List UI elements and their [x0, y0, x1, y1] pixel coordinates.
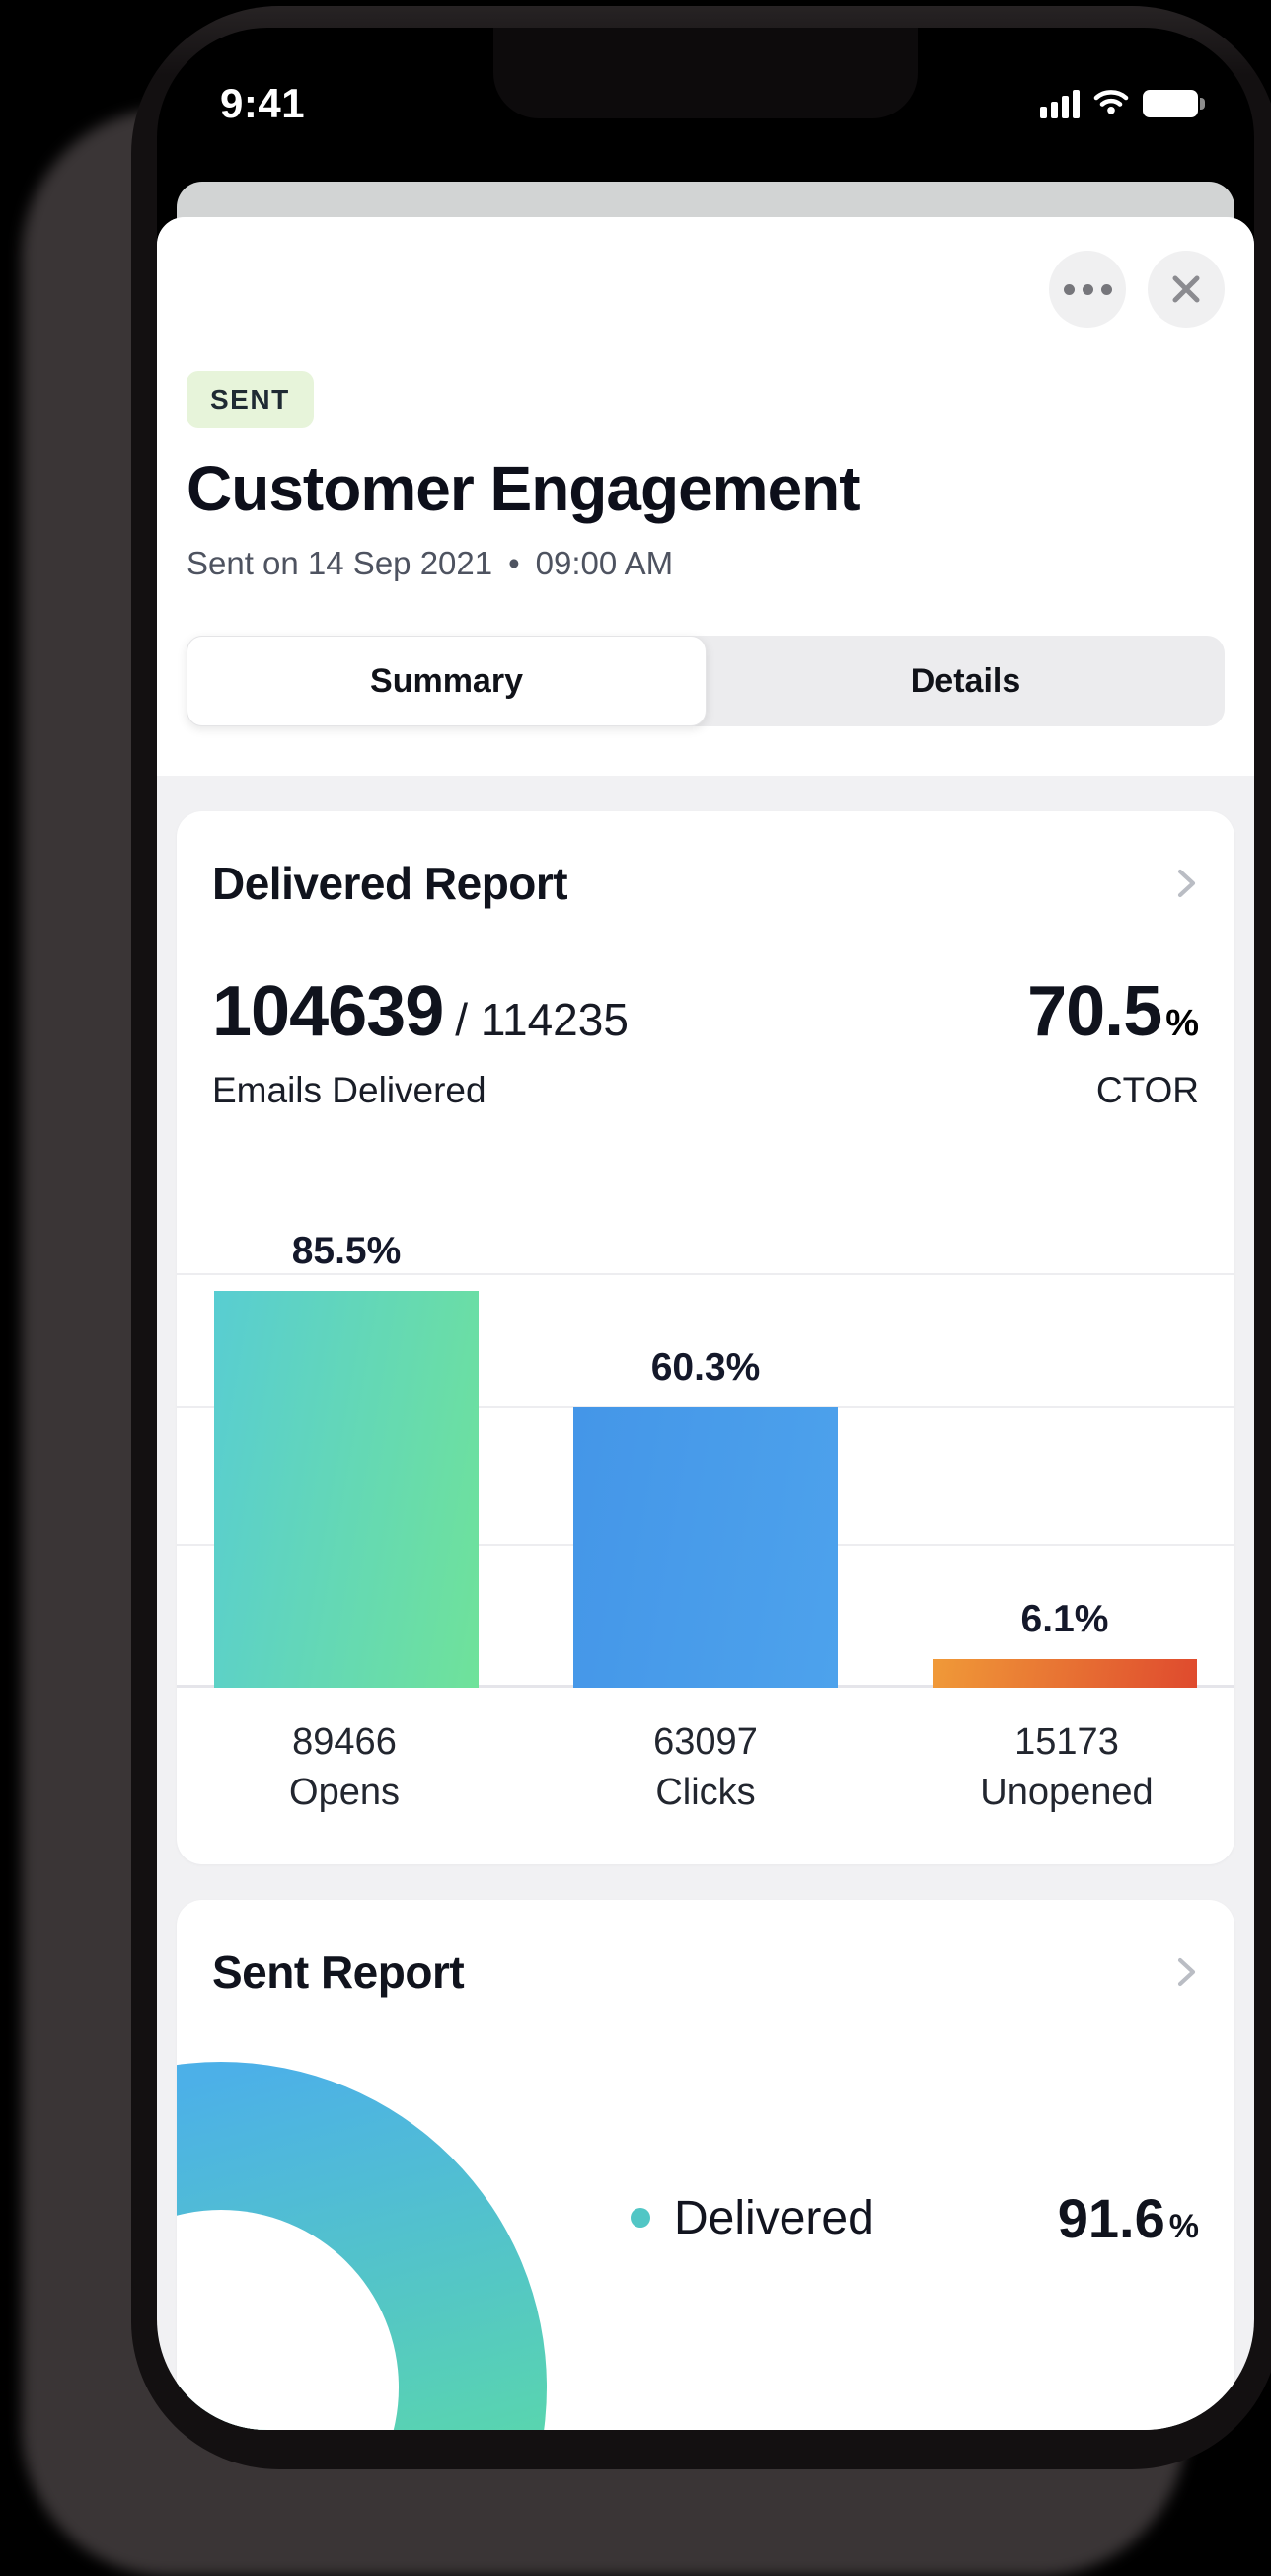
- x-label-clicks: 63097 Clicks: [653, 1721, 758, 1814]
- legend-label: Delivered: [674, 2191, 874, 2244]
- status-time: 9:41: [220, 80, 306, 126]
- engagement-bar-chart: 85.5% 60.3% 6.1%: [177, 1214, 1234, 1688]
- ctor-value: 70.5: [1027, 972, 1162, 1051]
- bar-chart-x-labels: 89466 Opens 63097 Clicks 15173 Unopened: [212, 1717, 1199, 1819]
- cellular-signal-icon: [1040, 89, 1080, 118]
- phone-frame: 9:41: [131, 6, 1271, 2469]
- battery-icon: [1143, 90, 1205, 117]
- bar-clicks: [573, 1407, 838, 1688]
- bar-column-opens: 85.5%: [214, 1214, 479, 1688]
- wifi-icon: [1093, 88, 1129, 119]
- bar-column-clicks: 60.3%: [573, 1214, 838, 1688]
- donut-legend-row: Delivered 91.6 %: [212, 2186, 1199, 2250]
- legend-dot: [631, 2208, 650, 2229]
- bar-value-label: 85.5%: [291, 1229, 402, 1272]
- delivered-report-title: Delivered Report: [212, 858, 568, 909]
- delivered-report-card: Delivered Report 104639 / 114235: [177, 811, 1234, 1864]
- status-icons: [1040, 88, 1205, 119]
- ellipsis-icon: [1063, 283, 1112, 295]
- tab-summary[interactable]: Summary: [187, 636, 707, 726]
- total-count: 114235: [480, 994, 629, 1045]
- sent-timestamp: Sent on 14 Sep 2021 • 09:00 AM: [187, 545, 1225, 582]
- sent-time: 09:00 AM: [535, 545, 674, 581]
- sent-report-header[interactable]: Sent Report: [212, 1945, 1199, 1999]
- x-label-unopened: 15173 Unopened: [980, 1721, 1154, 1814]
- page-title: Customer Engagement: [187, 453, 860, 524]
- x-label-opens: 89466 Opens: [289, 1721, 400, 1814]
- chevron-right-icon[interactable]: [1175, 865, 1199, 902]
- status-badge: SENT: [187, 371, 314, 428]
- status-bar: 9:41: [157, 28, 1254, 154]
- delivered-percent: 91.6: [1057, 2186, 1165, 2249]
- gridline: [177, 1273, 1234, 1276]
- dot-separator: •: [508, 545, 520, 581]
- bar-value-label: 6.1%: [1020, 1598, 1109, 1641]
- delivered-percent-unit: %: [1168, 2207, 1199, 2245]
- bar-opens: [214, 1290, 479, 1688]
- more-button[interactable]: [1049, 251, 1126, 328]
- notch: [493, 28, 918, 118]
- cards-list: Delivered Report 104639 / 114235: [157, 776, 1254, 2430]
- summary-details-tabs: Summary Details: [187, 636, 1225, 726]
- sent-report-card: Sent Report Delivered 91.6 %: [177, 1899, 1234, 2430]
- bar-unopened: [933, 1659, 1197, 1688]
- chevron-right-icon[interactable]: [1175, 1953, 1199, 1991]
- report-sheet: SENT Customer Engagement Sent on 14 Sep …: [157, 217, 1254, 2430]
- delivered-count: 104639: [212, 972, 444, 1051]
- close-icon: [1172, 275, 1200, 303]
- sent-date: Sent on 14 Sep 2021: [187, 545, 493, 581]
- delivered-stats: 104639 / 114235 Emails Delivered 70.5: [212, 971, 1199, 1111]
- gridline: [177, 1405, 1234, 1408]
- phone-screen: 9:41: [157, 28, 1254, 2430]
- sent-report-title: Sent Report: [212, 1945, 465, 1998]
- tab-details[interactable]: Details: [910, 661, 1021, 700]
- bar-value-label: 60.3%: [650, 1346, 761, 1390]
- ctor-unit: %: [1165, 1003, 1199, 1044]
- count-divider: /: [455, 994, 469, 1045]
- close-button[interactable]: [1148, 251, 1225, 328]
- ctor-label: CTOR: [1095, 1070, 1199, 1110]
- sheet-actions: [187, 251, 1225, 328]
- sheet-header: SENT Customer Engagement Sent on 14 Sep …: [157, 217, 1254, 776]
- delivered-count-label: Emails Delivered: [212, 1070, 486, 1110]
- delivered-report-header[interactable]: Delivered Report: [212, 857, 1199, 910]
- bar-column-unopened: 6.1%: [933, 1214, 1197, 1688]
